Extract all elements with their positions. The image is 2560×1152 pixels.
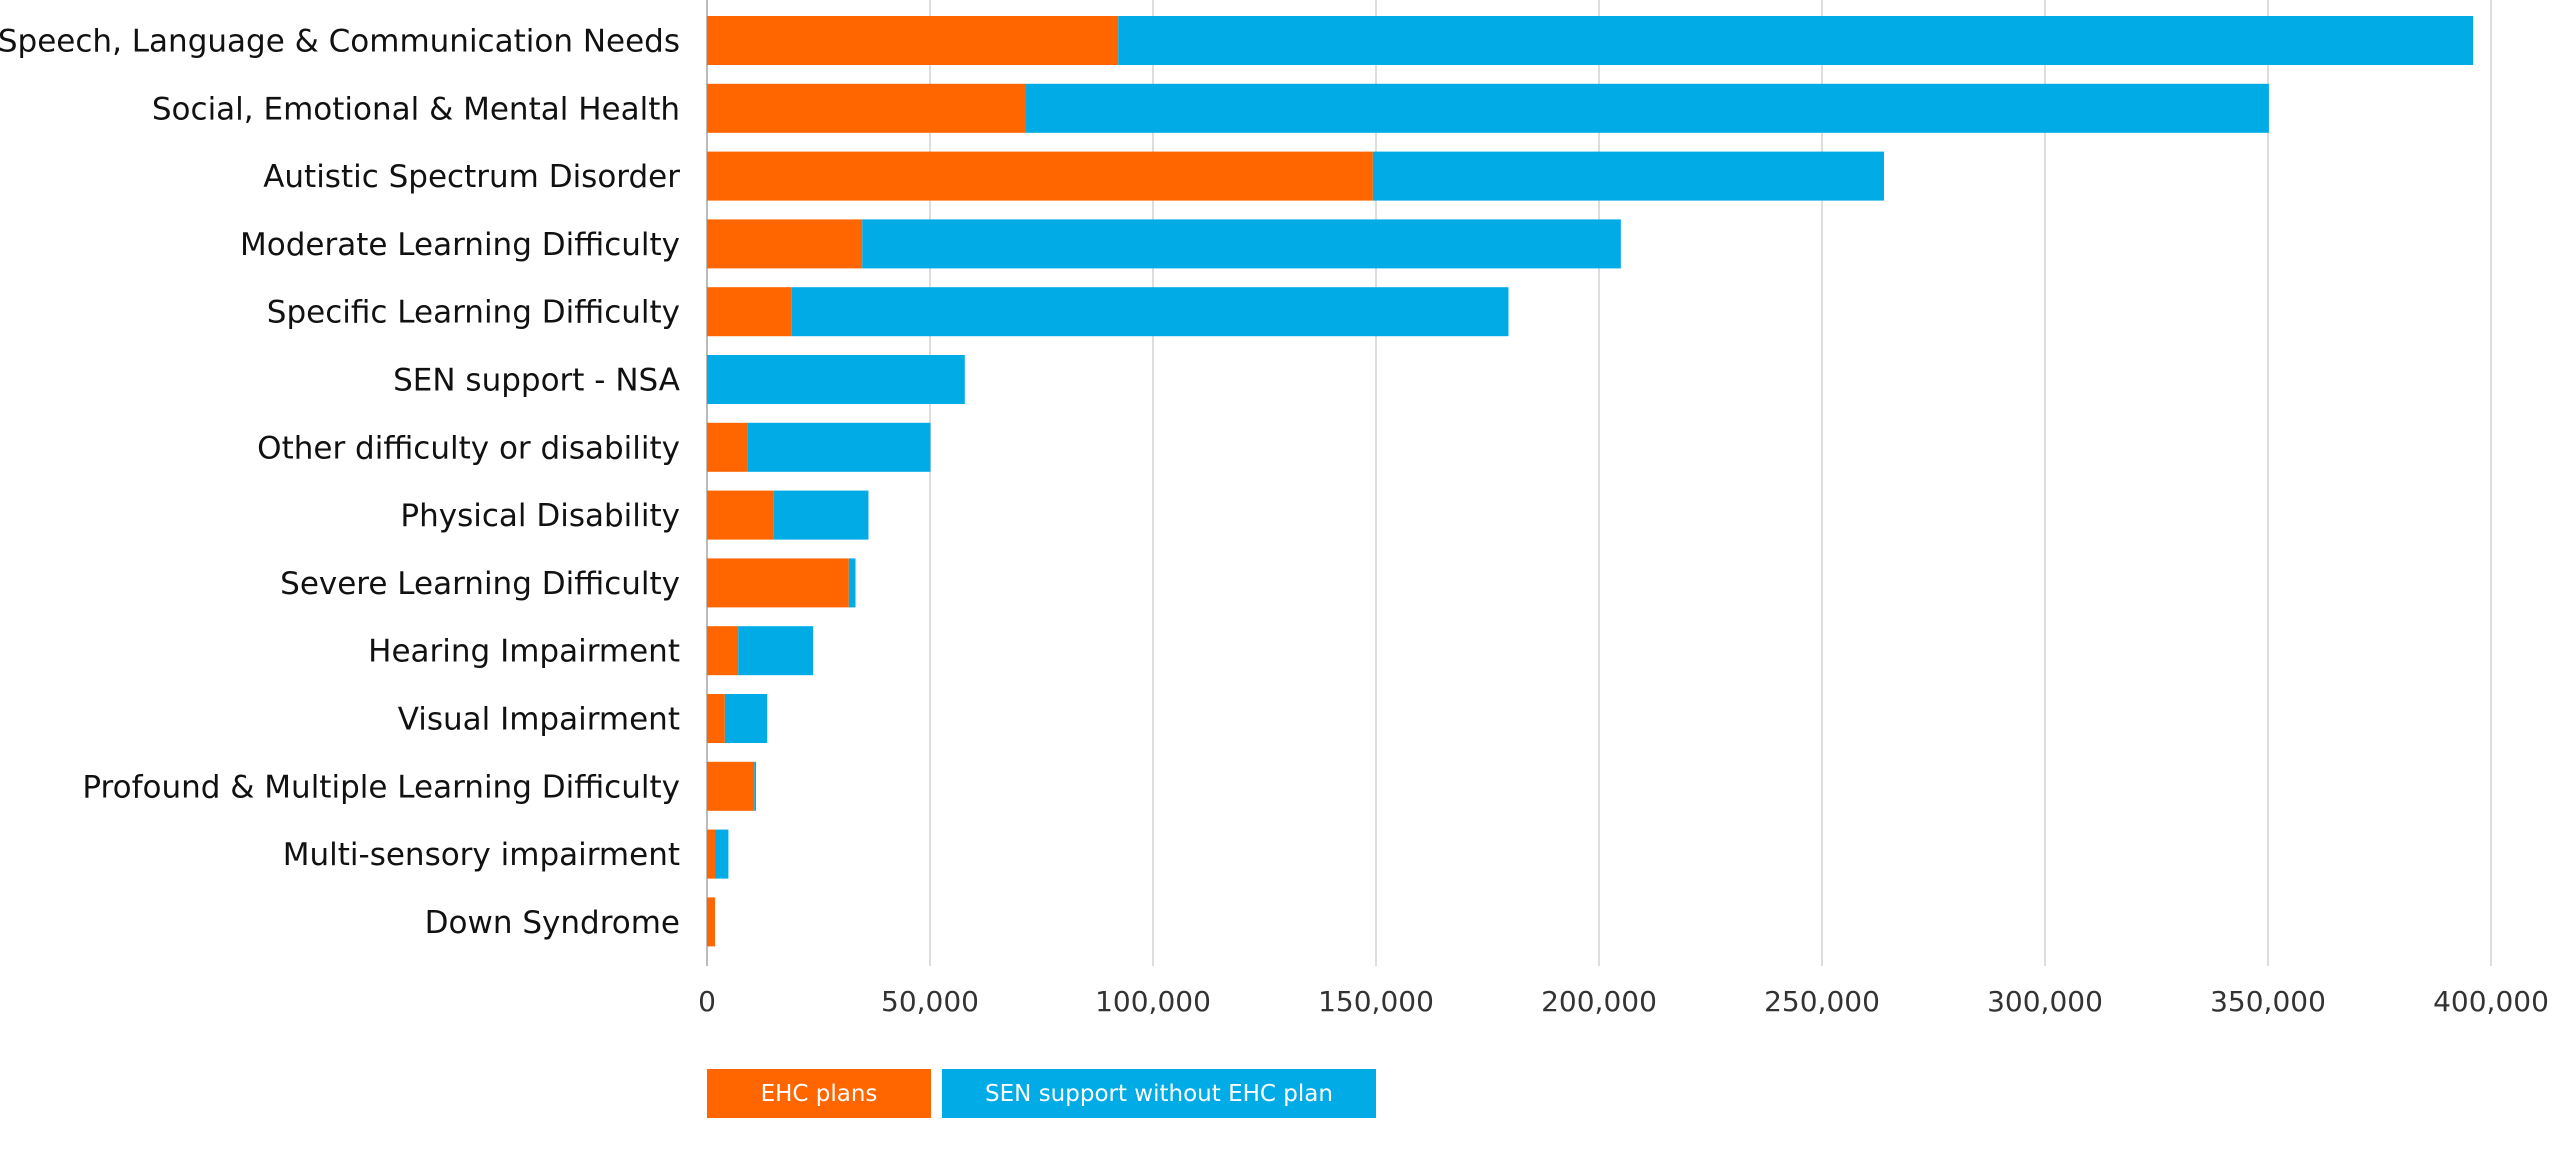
bar-segment-ehc-plans: [707, 151, 1373, 201]
bar-segment-sen-support: [707, 355, 965, 404]
category-labels: Speech, Language & Communication Needs So…: [0, 24, 680, 941]
bar-segment-sen-support: [862, 219, 1621, 269]
bar-segment-sen-support: [773, 490, 869, 540]
bar-segment-sen-support: [1025, 83, 2269, 133]
category-label: Severe Learning Difficulty: [280, 566, 680, 602]
legend-swatch-ehc-plans: [707, 1069, 931, 1118]
category-label: Multi-sensory impairment: [283, 837, 680, 873]
category-label: Other difficulty or disability: [257, 430, 680, 466]
gridlines: [706, 0, 2492, 966]
bar-segment-ehc-plans: [707, 626, 739, 676]
bar-segment-sen-support: [724, 694, 768, 743]
bar-segment-sen-support: [747, 422, 931, 472]
bar-segment-sen-support: [754, 761, 757, 811]
bar-segment-ehc-plans: [707, 83, 1026, 133]
x-tick-label: 100,000: [1095, 985, 1211, 1018]
category-label: SEN support - NSA: [393, 363, 680, 399]
category-label: Down Syndrome: [425, 905, 680, 941]
category-label: Speech, Language & Communication Needs: [0, 24, 680, 60]
bar-segment-ehc-plans: [707, 558, 849, 608]
x-tick-label: 400,000: [2433, 985, 2549, 1018]
bar-segment-ehc-plans: [707, 16, 1119, 65]
category-label: Specific Learning Difficulty: [267, 295, 680, 331]
legend-label-ehc-plans: EHC plans: [761, 1081, 878, 1107]
bar-segment-sen-support: [848, 558, 856, 608]
x-tick-label: 50,000: [881, 985, 979, 1018]
x-tick-labels: 0 50,000 100,000 150,000 200,000 250,000 300,0…: [698, 985, 2549, 1018]
bar-segment-sen-support: [1118, 16, 2474, 65]
bar-segment-ehc-plans: [707, 761, 755, 811]
bar-segment-sen-support: [738, 626, 814, 676]
category-label: Physical Disability: [400, 498, 680, 534]
x-tick-label: 0: [698, 985, 716, 1018]
legend-swatch-sen-support: [942, 1069, 1376, 1118]
category-label: Moderate Learning Difficulty: [240, 227, 680, 263]
legend: EHC plans SEN support without EHC plan: [707, 1069, 1376, 1118]
bar-segment-ehc-plans: [707, 422, 748, 472]
x-tick-label: 200,000: [1541, 985, 1657, 1018]
bar-segment-ehc-plans: [707, 897, 716, 947]
x-tick-label: 150,000: [1318, 985, 1434, 1018]
x-tick-label: 350,000: [2210, 985, 2326, 1018]
category-label: Hearing Impairment: [368, 634, 680, 670]
bar-segment-ehc-plans: [707, 829, 716, 879]
bar-segment-sen-support: [715, 829, 729, 879]
category-label: Social, Emotional & Mental Health: [152, 91, 680, 127]
bar-segment-ehc-plans: [707, 287, 792, 337]
bar-segment-ehc-plans: [707, 490, 774, 540]
bar-segment-ehc-plans: [707, 694, 725, 743]
x-tick-label: 250,000: [1764, 985, 1880, 1018]
bars: [707, 16, 2474, 947]
bar-segment-ehc-plans: [707, 219, 863, 269]
bar-segment-sen-support: [1372, 151, 1884, 201]
category-label: Profound & Multiple Learning Difficulty: [82, 769, 680, 805]
x-tick-label: 300,000: [1987, 985, 2103, 1018]
category-label: Visual Impairment: [398, 702, 680, 738]
legend-label-sen-support: SEN support without EHC plan: [985, 1081, 1333, 1107]
bar-segment-sen-support: [791, 287, 1509, 337]
category-label: Autistic Spectrum Disorder: [263, 159, 680, 195]
